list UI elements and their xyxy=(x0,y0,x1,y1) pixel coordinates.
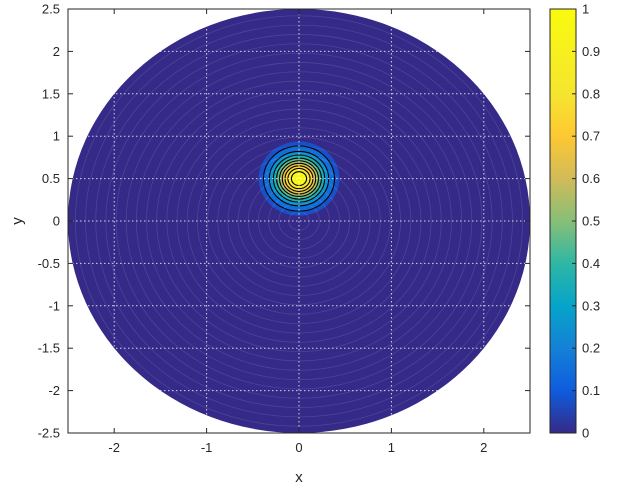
plot-area xyxy=(68,9,530,433)
y-tick-label: -1.5 xyxy=(38,341,60,356)
colorbar-tick-label: 0.5 xyxy=(582,214,600,229)
x-axis-label: x xyxy=(295,469,303,486)
y-tick-label: 2 xyxy=(53,44,60,59)
y-tick-label: -0.5 xyxy=(38,256,60,271)
y-tick-label: 1 xyxy=(53,129,60,144)
colorbar-tick-label: 0.4 xyxy=(582,256,600,271)
colorbar-tick-label: 0.7 xyxy=(582,129,600,144)
y-tick-label: -1 xyxy=(48,298,60,313)
colorbar-tick-label: 1 xyxy=(582,2,589,17)
colorbar-tick-label: 0.1 xyxy=(582,383,600,398)
x-tick-label: 2 xyxy=(480,440,487,455)
field-band xyxy=(291,171,307,186)
colorbar-tick-label: 0.3 xyxy=(582,298,600,313)
y-tick-label: 1.5 xyxy=(42,86,60,101)
contour-line xyxy=(279,160,319,197)
y-tick-label: -2 xyxy=(48,383,60,398)
y-tick-label: 0.5 xyxy=(42,171,60,186)
y-tick-label: 0 xyxy=(53,214,60,229)
colorbar-tick-labels: 0 0.1 0.2 0.3 0.4 0.5 0.6 0.7 0.8 0.9 1 xyxy=(582,2,600,441)
x-tick-marks xyxy=(113,9,485,433)
x-tick-label: -2 xyxy=(108,440,120,455)
colorbar xyxy=(549,8,577,434)
x-tick-label: -1 xyxy=(201,440,213,455)
colorbar-tick-label: 0 xyxy=(582,426,589,441)
y-tick-labels: -2.5 -2 -1.5 -1 -0.5 0 0.5 1 1.5 2 2.5 xyxy=(38,2,60,441)
field-bands xyxy=(258,141,340,216)
y-tick-label: 2.5 xyxy=(42,2,60,17)
colorbar-tick-label: 0.6 xyxy=(582,171,600,186)
x-tick-labels: -2 -1 0 1 2 xyxy=(108,440,487,455)
colorbar-ticks xyxy=(572,8,576,434)
colorbar-tick-label: 0.2 xyxy=(582,341,600,356)
x-tick-label: 1 xyxy=(388,440,395,455)
y-axis-label: y xyxy=(9,217,26,225)
grid-lines xyxy=(68,9,530,433)
y-tick-label: -2.5 xyxy=(38,426,60,441)
contour-line xyxy=(287,167,311,190)
colorbar-tick-label: 0.9 xyxy=(582,44,600,59)
colorbar-tick-label: 0.8 xyxy=(582,86,600,101)
x-tick-label: 0 xyxy=(295,440,302,455)
y-tick-marks xyxy=(68,8,530,434)
